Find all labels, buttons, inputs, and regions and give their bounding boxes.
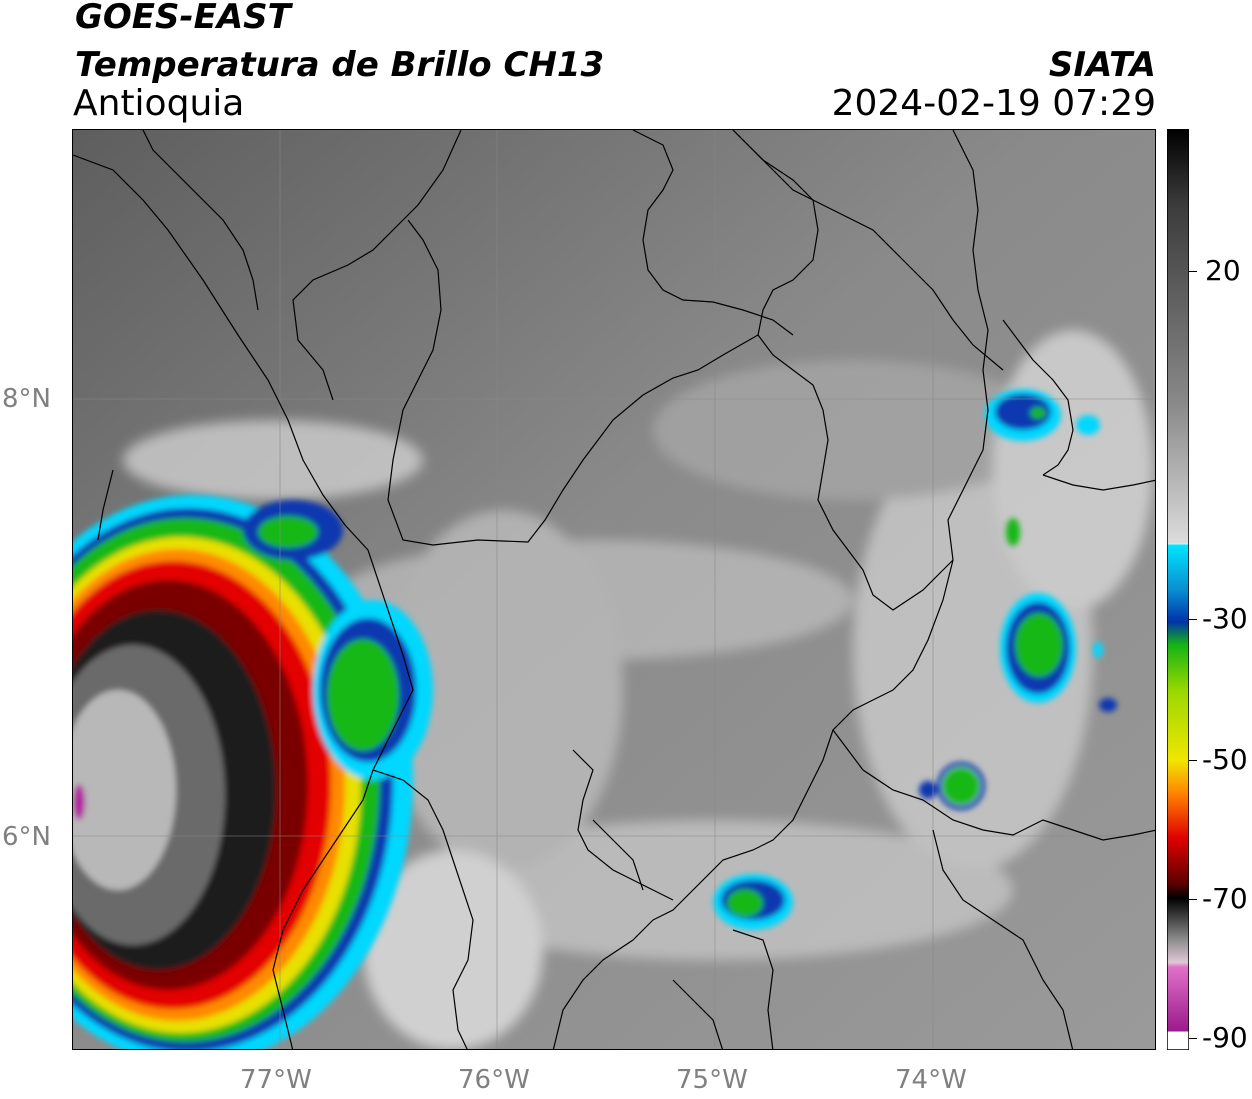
colorbar-label-neg30: -30 [1202, 602, 1248, 635]
temperature-colorbar [1167, 129, 1189, 1050]
region-label: Antioquia [73, 83, 245, 124]
colorbar-label-neg90: -90 [1202, 1021, 1248, 1054]
colorbar-ticks [1189, 129, 1249, 1050]
borders [73, 130, 1155, 1049]
colorbar-label-neg70: -70 [1202, 882, 1248, 915]
satellite-map [72, 129, 1156, 1050]
colorbar-label-20: 20 [1205, 254, 1241, 287]
lat-label-8n: 8°N [2, 384, 51, 414]
lon-label-74w: 74°W [895, 1065, 967, 1095]
graticule [73, 130, 1155, 1049]
lon-label-75w: 75°W [676, 1065, 748, 1095]
source-label: SIATA [1048, 45, 1156, 85]
storm-cells [713, 389, 1117, 930]
datetime-label: 2024-02-19 07:29 [831, 83, 1156, 124]
convective-system-west [73, 495, 433, 1049]
colorbar-label-neg50: -50 [1202, 743, 1248, 776]
map-canvas [73, 130, 1155, 1049]
product-title: Temperatura de Brillo CH13 [75, 45, 605, 85]
satellite-title: GOES-EAST [75, 0, 291, 37]
lon-label-77w: 77°W [240, 1065, 312, 1095]
lat-label-6n: 6°N [2, 822, 51, 852]
lon-label-76w: 76°W [458, 1065, 530, 1095]
